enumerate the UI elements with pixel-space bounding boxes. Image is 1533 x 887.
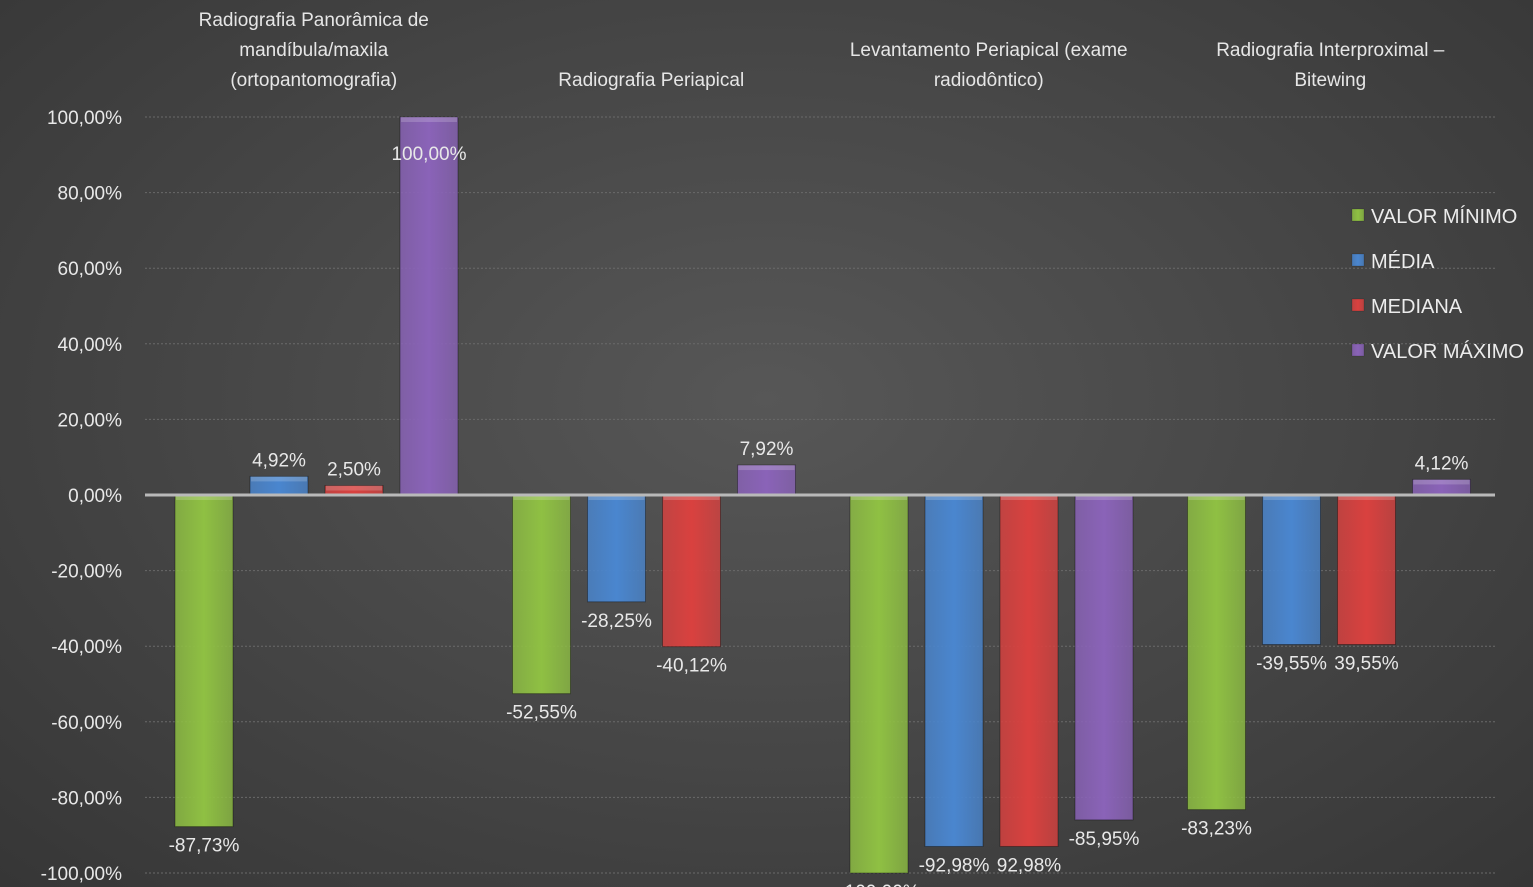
legend-label: MÉDIA xyxy=(1371,250,1435,273)
category-labels: Radiografia Panorâmica de mandíbula/maxil… xyxy=(199,10,1445,91)
data-label: 100,00% xyxy=(391,144,466,165)
legend-label: MEDIANA xyxy=(1371,296,1463,318)
bar-highlight xyxy=(1001,495,1057,500)
bar xyxy=(924,494,984,847)
y-tick-label: 40,00% xyxy=(58,335,123,356)
data-label: 39,55% xyxy=(1334,653,1399,674)
y-tick-label: 80,00% xyxy=(58,184,123,205)
data-label: 2,50% xyxy=(327,460,381,481)
legend: VALOR MÍNIMO MÉDIA MEDIANA VALOR MÁXIMO xyxy=(1351,205,1524,363)
legend-swatch xyxy=(1351,253,1365,267)
category-label: radiodôntico) xyxy=(934,70,1044,91)
legend-label: VALOR MÁXIMO xyxy=(1371,340,1524,363)
bar-highlight xyxy=(738,465,795,471)
data-label: 92,98% xyxy=(997,855,1062,876)
bar-highlight xyxy=(1076,495,1132,500)
y-axis-tick-labels: 100,00% 80,00% 60,00% 40,00% 20,00% 0,00% -20,… xyxy=(41,108,122,885)
bar-highlight xyxy=(401,117,457,122)
bar xyxy=(399,116,459,496)
bar xyxy=(1337,494,1396,645)
category-label: mandíbula/maxila xyxy=(239,40,388,61)
legend-label: VALOR MÍNIMO xyxy=(1371,205,1517,228)
category-label: Levantamento Periapical (exame xyxy=(850,40,1128,61)
data-label: 4,12% xyxy=(1415,453,1469,474)
y-tick-label: -80,00% xyxy=(51,788,122,809)
bar-highlight xyxy=(1338,495,1395,500)
data-label: -28,25% xyxy=(581,611,652,632)
data-label: 7,92% xyxy=(740,439,794,460)
bar-highlight xyxy=(1413,479,1470,485)
bar-highlight xyxy=(851,495,907,500)
y-tick-label: -100,00% xyxy=(41,864,122,885)
data-labels: -87,73% 4,92% 2,50% 100,00% -52,55% -28,25% -4… xyxy=(169,144,1469,887)
bar-highlight xyxy=(176,495,232,500)
bar xyxy=(587,494,646,603)
bar xyxy=(1187,494,1246,811)
data-label: -92,98% xyxy=(919,855,990,876)
bar-highlight xyxy=(1188,495,1245,500)
legend-swatch xyxy=(1351,298,1365,312)
bar-highlight xyxy=(326,485,382,491)
data-label: -87,73% xyxy=(169,836,240,857)
category-label: Radiografia Periapical xyxy=(558,70,744,91)
data-label: -39,55% xyxy=(1256,653,1327,674)
data-label: 4,92% xyxy=(252,450,306,471)
legend-swatch xyxy=(1351,343,1365,357)
bar-highlight xyxy=(663,495,720,500)
y-tick-label: 0,00% xyxy=(68,486,122,507)
data-label: -85,95% xyxy=(1069,829,1140,850)
y-tick-label: 20,00% xyxy=(58,410,123,431)
bar xyxy=(1074,494,1134,821)
y-tick-label: -40,00% xyxy=(51,637,122,658)
bar-highlight xyxy=(513,495,570,500)
category-label: (ortopantomografia) xyxy=(230,70,397,91)
category-label: Radiografia Panorâmica de xyxy=(199,10,429,31)
y-tick-label: -60,00% xyxy=(51,713,122,734)
category-label: Bitewing xyxy=(1294,70,1366,91)
bar xyxy=(737,464,796,496)
bar-highlight xyxy=(588,495,645,500)
data-label: -100,00% xyxy=(838,882,919,887)
bar xyxy=(512,494,571,695)
y-tick-label: 60,00% xyxy=(58,259,123,280)
gridlines xyxy=(145,116,1495,874)
data-label: -40,12% xyxy=(656,656,727,677)
data-label: -83,23% xyxy=(1181,819,1252,840)
bars xyxy=(174,116,1471,874)
bar xyxy=(1262,494,1321,645)
y-tick-label: 100,00% xyxy=(47,108,122,129)
bar-highlight xyxy=(926,495,982,500)
bar-highlight xyxy=(251,476,307,482)
bar xyxy=(999,494,1059,847)
category-label: Radiografia Interproximal – xyxy=(1216,40,1445,61)
legend-swatch xyxy=(1351,208,1365,222)
bar xyxy=(174,494,234,828)
bar xyxy=(849,494,909,874)
y-tick-label: -20,00% xyxy=(51,562,122,583)
data-label: -52,55% xyxy=(506,703,577,724)
bar xyxy=(662,494,721,648)
bar-highlight xyxy=(1263,495,1320,500)
